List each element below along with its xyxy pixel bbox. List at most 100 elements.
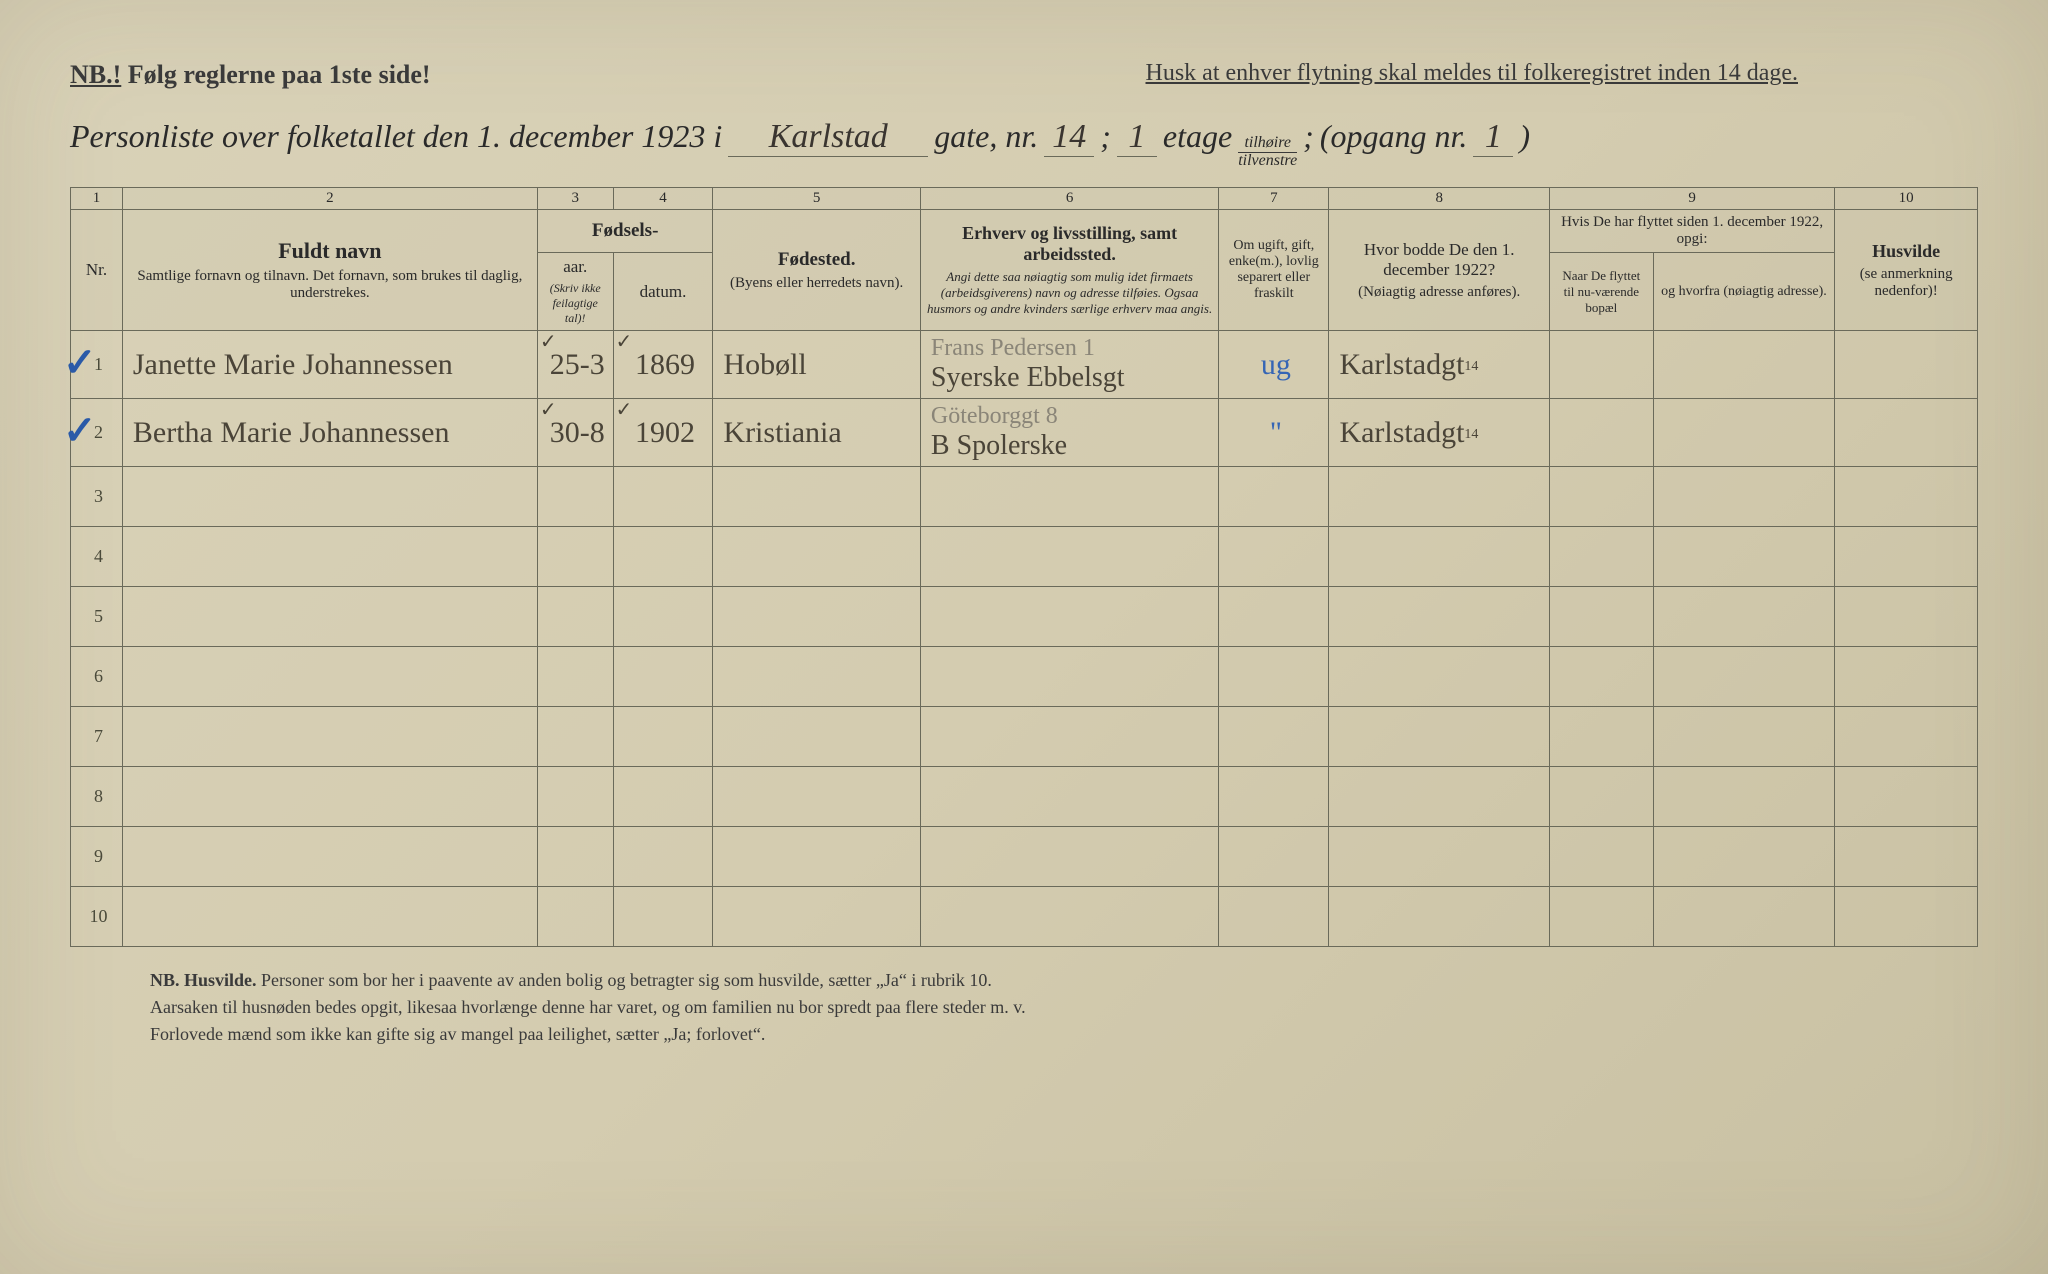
cell-birth-year: 1902✓ [613,399,713,467]
sep2: ; [1303,118,1314,155]
cell-birth-year [613,467,713,527]
cell-prev-address [1329,887,1549,947]
cell-prev-address [1329,467,1549,527]
cell-birth-year: 1869✓ [613,331,713,399]
cell-marital [1219,707,1329,767]
top-header-line: NB.! Følg reglerne paa 1ste side! Husk a… [70,60,1978,90]
cell-empty [1549,647,1653,707]
cell-prev-address: Karlstadgt14 [1329,399,1549,467]
cell-occupation [920,587,1218,647]
side-fraction: tilhøire tilvenstre [1238,135,1297,169]
cell-birth-year [613,587,713,647]
table-row: 2✓Bertha Marie Johannessen30-8✓1902✓Kris… [71,399,1978,467]
cell-marital [1219,587,1329,647]
checkmark-icon: ✓ [63,339,97,386]
cell-birthplace: Hobøll [713,331,921,399]
cell-birth-day [537,767,613,827]
row-number: 2✓ [71,399,123,467]
cell-marital [1219,767,1329,827]
cell-birthplace [713,827,921,887]
cell-name [122,707,537,767]
table-row: 10 [71,887,1978,947]
header-occupation: Erhverv og livsstilling, samt arbeidsste… [920,210,1218,331]
col-6: 6 [920,188,1218,210]
header-homeless: Husvilde (se anmerkning nedenfor)! [1835,210,1978,331]
cell-empty [1549,587,1653,647]
row-number: 8 [71,767,123,827]
table-row: 8 [71,767,1978,827]
cell-birth-year [613,707,713,767]
cell-empty [1835,467,1978,527]
cell-occupation [920,887,1218,947]
cell-empty [1653,467,1835,527]
cell-birth-day [537,647,613,707]
entrance-number: 1 [1473,118,1513,157]
cell-birthplace [713,647,921,707]
cell-birth-day: 25-3✓ [537,331,613,399]
title-line: Personliste over folketallet den 1. dece… [70,118,1978,169]
cell-occupation [920,467,1218,527]
cell-empty [1835,399,1978,467]
header-year-sub: (Skriv ikke feilagtige tal)! [544,281,607,326]
cell-marital: " [1219,399,1329,467]
house-number: 14 [1044,118,1094,157]
cell-marital [1219,527,1329,587]
husk-reminder: Husk at enhver flytning skal meldes til … [1146,60,1799,90]
header-birthplace-title: Fødested. [778,249,856,270]
cell-birth-day [537,527,613,587]
col-4: 4 [613,188,713,210]
cell-marital [1219,887,1329,947]
cell-empty [1549,827,1653,887]
cell-birth-year [613,827,713,887]
table-row: 5 [71,587,1978,647]
cell-birth-day: 30-8✓ [537,399,613,467]
header-nr: Nr. [71,210,123,331]
cell-empty [1549,331,1653,399]
nb-text: Følg reglerne paa 1ste side! [128,60,431,89]
cell-empty [1653,647,1835,707]
table-row: 9 [71,827,1978,887]
nb-prefix: NB.! [70,60,121,89]
cell-occupation: Frans Pedersen 1Syerske Ebbelsgt [920,331,1218,399]
cell-birth-day [537,887,613,947]
cell-empty [1549,467,1653,527]
header-occ-title: Erhverv og livsstilling, samt arbeidsste… [962,223,1177,264]
cell-birth-day [537,827,613,887]
table-header: 1 2 3 4 5 6 7 8 9 10 Nr. Fuldt navn Samt… [71,188,1978,331]
cell-name: Bertha Marie Johannessen [122,399,537,467]
cell-prev-address: Karlstadgt14 [1329,331,1549,399]
row-number: 10 [71,887,123,947]
cell-name [122,887,537,947]
col-9: 9 [1549,188,1834,210]
cell-empty [1653,887,1835,947]
table-row: 6 [71,647,1978,707]
cell-empty [1835,647,1978,707]
header-name: Fuldt navn Samtlige fornavn og tilnavn. … [122,210,537,331]
cell-birth-day [537,587,613,647]
cell-birthplace [713,767,921,827]
cell-empty [1653,767,1835,827]
cell-empty [1653,399,1835,467]
cell-birthplace [713,587,921,647]
sep1: ; [1100,118,1111,155]
cell-marital [1219,647,1329,707]
footer-nb: NB. [150,970,180,990]
header-birthplace-sub: (Byens eller herredets navn). [719,275,914,292]
cell-empty [1653,587,1835,647]
cell-empty [1549,707,1653,767]
header-prev-sub: (Nøiagtig adresse anføres). [1335,284,1542,301]
cell-name [122,467,537,527]
footer-husvilde: Husvilde. [184,970,257,990]
cell-empty [1835,827,1978,887]
cell-name: Janette Marie Johannessen [122,331,537,399]
cell-empty [1835,767,1978,827]
col-1: 1 [71,188,123,210]
cell-birth-year [613,527,713,587]
cell-prev-address [1329,527,1549,587]
header-prev-title: Hvor bodde De den 1. december 1922? [1364,240,1515,279]
cell-prev-address [1329,767,1549,827]
cell-name [122,527,537,587]
cell-birthplace [713,527,921,587]
frac-bot: tilvenstre [1238,153,1297,169]
cell-empty [1835,587,1978,647]
